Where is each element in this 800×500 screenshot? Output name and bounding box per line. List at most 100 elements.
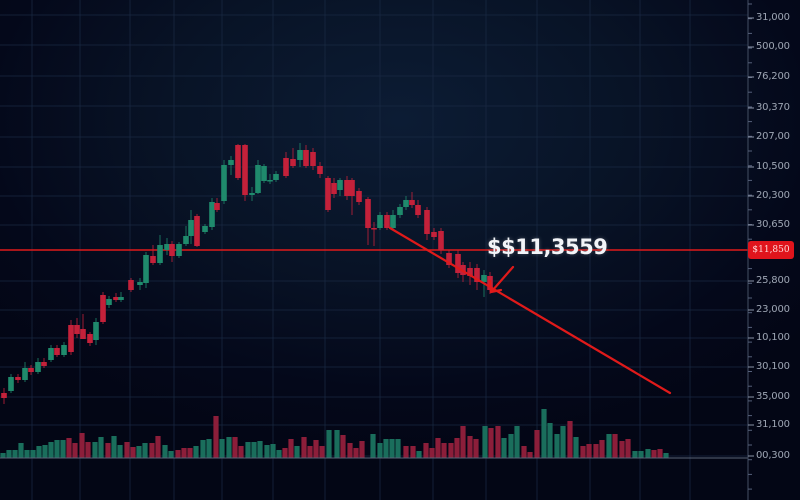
candle [15,374,21,383]
volume-bar [599,440,605,458]
volume-bar [200,440,206,458]
price-annotation: $$11,3559 [487,235,608,259]
candle [100,292,106,324]
candle [93,318,99,345]
candle [261,164,267,183]
candle [424,207,430,240]
volume-bar [117,445,123,458]
candle [325,176,331,212]
volume-bar [257,441,263,458]
volume-bar [645,449,651,458]
volume-bar [42,445,48,458]
current-price-badge: $11,850 [748,241,794,259]
candle [273,171,279,182]
volume-bar [206,439,212,458]
volume-bar [632,451,638,458]
candle [176,242,182,258]
price-axis-label: 30,370 [756,102,790,113]
volume-bar [521,446,527,458]
volume-bar [586,444,592,458]
volume-bar [130,447,136,458]
volume-bar [155,436,161,458]
candle [22,362,28,382]
volume-bar [359,441,365,458]
volume-bar [301,437,307,458]
candle [118,292,124,302]
trend-line[interactable] [388,226,672,395]
candle [467,262,473,285]
volume-bar [554,434,560,458]
volume-bar [313,440,319,458]
price-axis-label: 23,000 [756,304,790,315]
volume-bar [606,434,612,458]
candle [255,160,261,194]
volume-bar [149,443,155,458]
price-axis-label: 31,100 [756,419,790,430]
volume-bar [473,439,479,458]
volume-bar [534,430,540,458]
volume-bar [213,416,219,458]
volume-bar [593,444,599,458]
volume-bar [181,448,187,458]
volume-bar [612,434,618,458]
volume-bar [353,448,359,458]
volume-bar [377,443,383,458]
volume-bar [429,448,435,458]
volume-bar [72,443,78,458]
candle [68,320,74,355]
volume-bar [370,434,376,458]
candle [384,212,390,230]
price-axis-label: 31,000 [756,12,790,23]
volume-bar [36,446,42,458]
candle [365,197,371,245]
price-axis-label: 207,00 [756,131,790,142]
volume-bar [435,438,441,458]
volume-bar [326,430,332,458]
candle [344,176,350,200]
volume-bar [92,442,98,458]
volume-bar [482,426,488,458]
candle [157,235,163,265]
volume-bar [226,437,232,458]
volume-bar [136,446,142,458]
candle [446,250,452,268]
volume-bar [508,434,514,458]
candle [214,198,220,212]
candles [1,143,493,404]
price-axis-label: 25,800 [756,275,790,286]
volume-bar [560,426,566,458]
candle [377,212,383,230]
candle [169,241,175,262]
candle [431,228,437,240]
candle [474,264,480,290]
candle [337,178,343,196]
volume-bar [651,450,657,458]
volume-bar [219,439,225,458]
candle [331,178,337,198]
arrow-icon [488,265,515,294]
volume-bar [573,437,579,458]
candle [221,160,227,204]
volume-bar [340,435,346,458]
candle [397,204,403,218]
candle [80,314,86,339]
price-axis-label: 35,000 [756,391,790,402]
candle [106,296,112,308]
candle [87,332,93,346]
volume-bar [347,443,353,458]
volume-bar [416,451,422,458]
volume-bar [85,442,91,458]
candle [113,293,119,302]
volume-bar [193,446,199,458]
volume-bar [663,453,669,458]
candle [283,152,289,178]
candle [290,148,296,168]
volume-bar [187,448,193,458]
candle [403,196,409,210]
volume-bar [105,443,111,458]
candle [228,156,234,175]
volume-bar [232,437,238,458]
candle [41,358,47,368]
volume-bar [467,436,473,458]
